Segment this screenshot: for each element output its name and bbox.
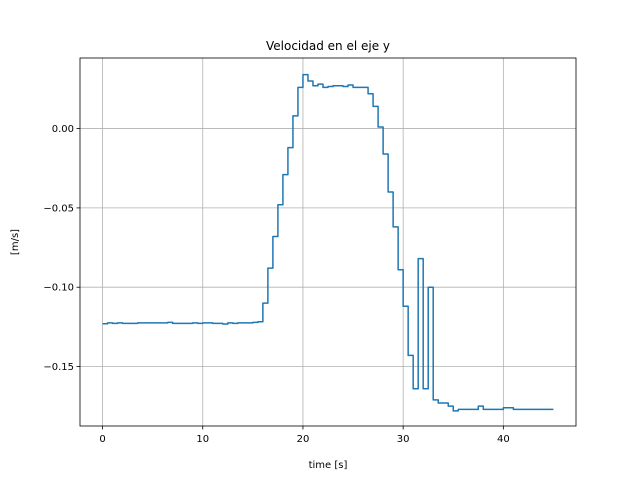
y-tick-label: −0.05 <box>43 203 74 214</box>
x-axis-label: time [s] <box>309 460 348 471</box>
y-tick-label: −0.10 <box>43 283 74 294</box>
series-line-0 <box>102 73 554 412</box>
x-tick-label: 10 <box>196 434 209 445</box>
plot-frame <box>79 57 577 427</box>
y-tick-label: −0.15 <box>43 362 74 373</box>
x-tick-label: 30 <box>397 434 410 445</box>
x-tick-label: 20 <box>297 434 310 445</box>
y-tick-label: 0.00 <box>52 124 74 135</box>
chart-title: Velocidad en el eje y <box>266 39 390 53</box>
series-layer <box>102 73 554 412</box>
grid <box>80 58 576 426</box>
x-tick-label: 0 <box>99 434 105 445</box>
y-axis-label: [m/s] <box>10 229 21 255</box>
x-tick-label: 40 <box>497 434 510 445</box>
y-axis: 0.00 −0.05 −0.10 −0.15 <box>43 124 80 373</box>
x-axis: 0 10 20 30 40 <box>99 426 510 445</box>
